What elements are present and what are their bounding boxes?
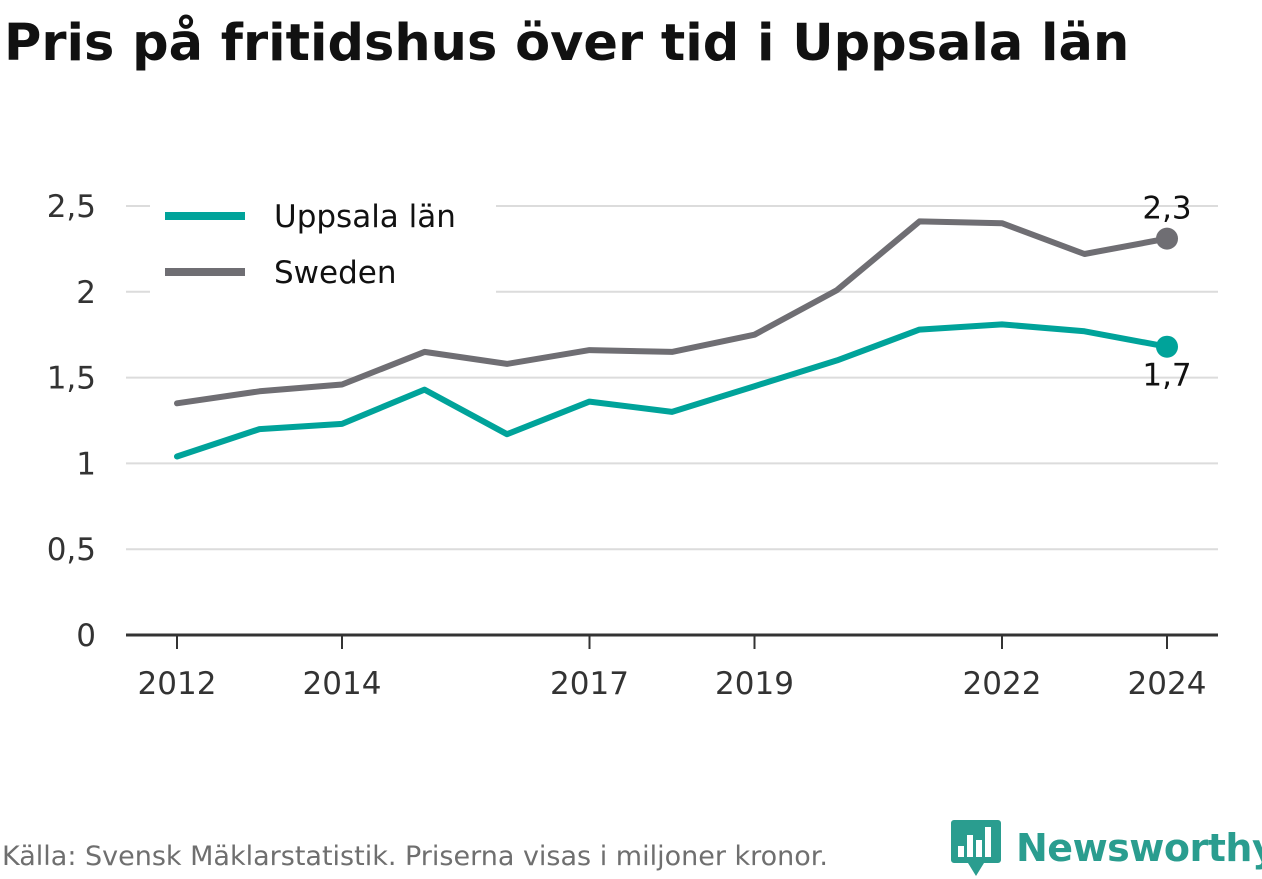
y-tick-label: 2	[76, 275, 96, 311]
legend-background	[150, 192, 496, 294]
brand-logo[interactable]: Newsworthy	[950, 818, 1262, 878]
y-tick-label: 1	[76, 446, 96, 482]
x-tick-label: 2014	[303, 666, 382, 702]
series-lines	[174, 218, 1178, 460]
end-point-uppsala-län	[1156, 335, 1178, 358]
end-point-sweden	[1156, 227, 1178, 250]
x-tick-label: 2017	[550, 666, 629, 702]
x-tick-label: 2012	[138, 666, 217, 702]
end-labels: 1,7 2,3	[1142, 191, 1191, 394]
x-tick-label: 2019	[715, 666, 794, 702]
series-line-uppsala-län	[174, 321, 1170, 460]
y-tick-label: 1,5	[47, 361, 96, 397]
legend-label: Uppsala län	[274, 199, 456, 235]
end-value-label: 1,7	[1142, 358, 1191, 394]
source-note: Källa: Svensk Mäklarstatistik. Priserna …	[2, 841, 829, 872]
end-value-label: 2,3	[1142, 191, 1191, 227]
x-tick-label: 2022	[963, 666, 1042, 702]
y-tick-label: 2,5	[47, 189, 96, 225]
x-tick-label: 2024	[1128, 666, 1207, 702]
y-tick-label: 0,5	[47, 532, 96, 568]
legend: Uppsala län Sweden	[150, 192, 496, 294]
y-tick-label: 0	[76, 618, 96, 654]
legend-label: Sweden	[274, 255, 397, 291]
page-title: Pris på fritidshus över tid i Uppsala lä…	[4, 14, 1130, 73]
newsworthy-chat-bars-icon	[951, 820, 1001, 876]
axes: 0 0,5 1 1,5 2 2,5 2012 2014 2017 2019 2022 2024	[47, 189, 1218, 702]
series-line-sweden	[174, 218, 1170, 407]
brand-name: Newsworthy	[1016, 826, 1262, 870]
